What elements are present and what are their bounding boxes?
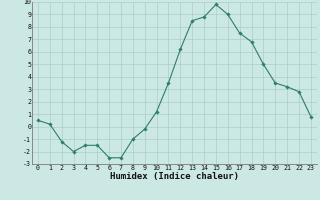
X-axis label: Humidex (Indice chaleur): Humidex (Indice chaleur): [110, 172, 239, 181]
